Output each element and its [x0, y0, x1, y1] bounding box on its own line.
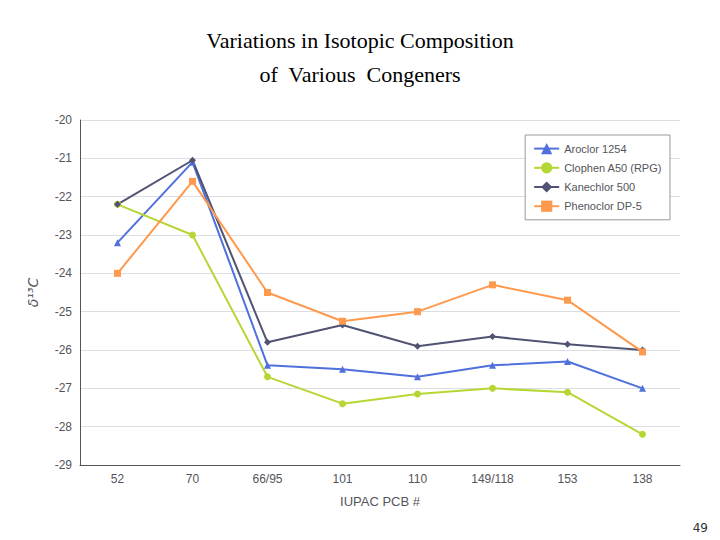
svg-text:Kanechlor 500: Kanechlor 500 — [564, 181, 635, 193]
svg-text:-20: -20 — [55, 113, 73, 127]
svg-text:70: 70 — [186, 472, 200, 486]
svg-text:-26: -26 — [55, 343, 73, 357]
svg-text:138: 138 — [632, 472, 652, 486]
svg-text:-21: -21 — [55, 151, 73, 165]
svg-text:101: 101 — [332, 472, 352, 486]
svg-text:-25: -25 — [55, 305, 73, 319]
svg-text:149/118: 149/118 — [471, 472, 514, 486]
svg-text:49: 49 — [693, 521, 708, 535]
svg-text:-28: -28 — [55, 420, 73, 434]
svg-text:-27: -27 — [55, 381, 73, 395]
svg-text:Clophen A50 (RPG): Clophen A50 (RPG) — [564, 162, 661, 174]
svg-text:of Various Congeners: of Various Congeners — [259, 62, 460, 87]
svg-text:Variations in Isotopic Composi: Variations in Isotopic Composition — [206, 28, 513, 53]
svg-text:52: 52 — [111, 472, 125, 486]
svg-text:153: 153 — [557, 472, 577, 486]
svg-text:-22: -22 — [55, 190, 73, 204]
svg-text:66/95: 66/95 — [252, 472, 282, 486]
svg-text:Aroclor 1254: Aroclor 1254 — [564, 143, 626, 155]
svg-text:-24: -24 — [55, 266, 73, 280]
svg-text:110: 110 — [408, 472, 427, 486]
svg-text:-29: -29 — [55, 458, 73, 472]
svg-text:Phenoclor DP-5: Phenoclor DP-5 — [564, 200, 642, 212]
svg-text:-23: -23 — [55, 228, 73, 242]
svg-text:IUPAC PCB #: IUPAC PCB # — [340, 494, 421, 509]
svg-text:δ¹³C: δ¹³C — [25, 277, 41, 307]
